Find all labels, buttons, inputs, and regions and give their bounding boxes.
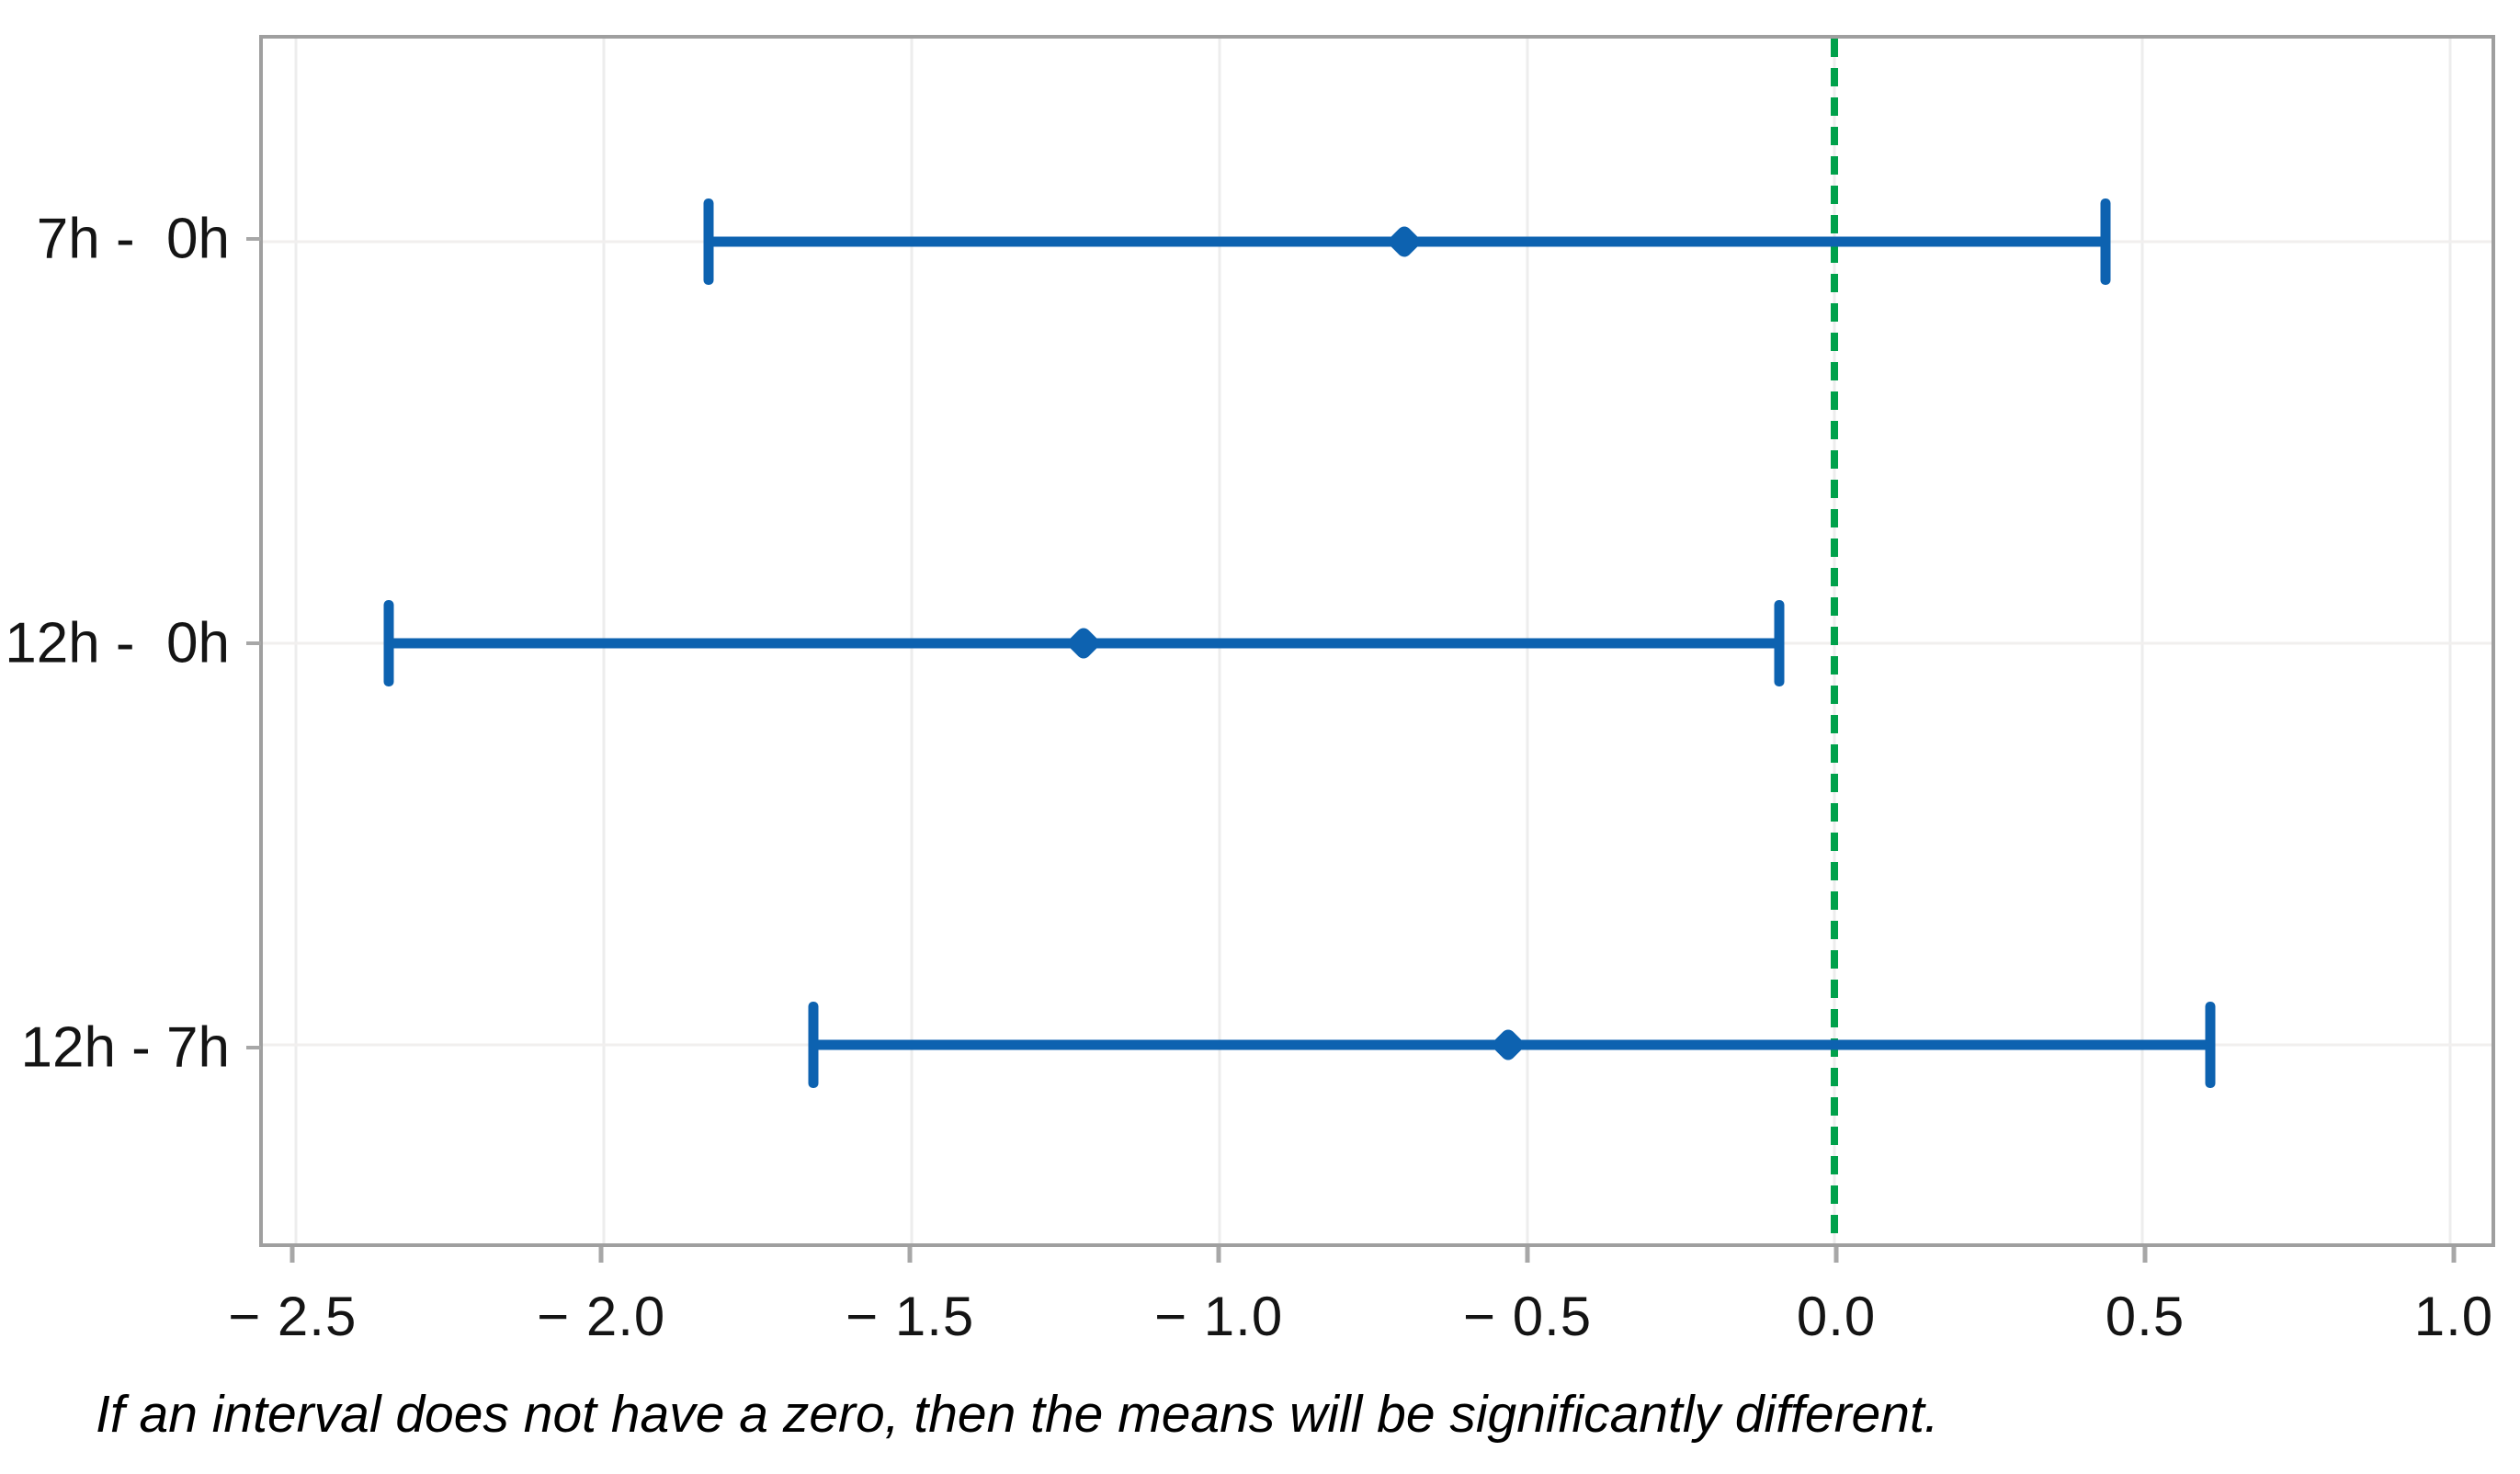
chart-caption: If an interval does not have a zero, the… bbox=[96, 1385, 1939, 1444]
y-tick-mark bbox=[246, 1046, 261, 1050]
ci-center-marker bbox=[1385, 222, 1423, 260]
ci-cap-upper bbox=[2205, 1002, 2216, 1089]
x-tick-mark bbox=[598, 1247, 604, 1263]
ci-cap-lower bbox=[808, 1002, 819, 1089]
x-axis-tick-label: 0.5 bbox=[2105, 1286, 2185, 1347]
x-gridline bbox=[2448, 39, 2452, 1243]
ci-cap-lower bbox=[383, 599, 394, 686]
x-tick-mark bbox=[1525, 1247, 1530, 1263]
y-tick-mark bbox=[246, 236, 261, 241]
ci-center-marker bbox=[1490, 1026, 1527, 1064]
ci-cap-upper bbox=[1774, 599, 1785, 686]
x-tick-mark bbox=[1833, 1247, 1839, 1263]
y-axis-label: 12h - 0h bbox=[5, 611, 230, 675]
x-axis-tick-label: − 1.0 bbox=[1154, 1286, 1284, 1347]
ci-center-marker bbox=[1065, 625, 1103, 662]
y-axis-label: 12h - 7h bbox=[20, 1015, 230, 1080]
x-gridline bbox=[2140, 39, 2144, 1243]
x-axis-tick-label: − 2.5 bbox=[228, 1286, 358, 1347]
ci-cap-upper bbox=[2100, 198, 2111, 285]
x-tick-mark bbox=[289, 1247, 295, 1263]
x-axis-tick-label: − 0.5 bbox=[1463, 1286, 1593, 1347]
y-tick-mark bbox=[246, 641, 261, 645]
x-axis-tick-label: 0.0 bbox=[1796, 1286, 1877, 1347]
x-tick-mark bbox=[2451, 1247, 2457, 1263]
x-tick-mark bbox=[2142, 1247, 2148, 1263]
x-axis-tick-label: − 1.5 bbox=[846, 1286, 975, 1347]
x-gridline bbox=[294, 39, 298, 1243]
x-tick-mark bbox=[907, 1247, 913, 1263]
plot-area bbox=[259, 35, 2495, 1247]
x-axis-tick-label: 1.0 bbox=[2413, 1286, 2494, 1347]
x-axis-tick-label: − 2.0 bbox=[537, 1286, 666, 1347]
ci-cap-lower bbox=[703, 198, 714, 285]
x-tick-mark bbox=[1216, 1247, 1221, 1263]
y-axis-label: 7h - 0h bbox=[36, 207, 230, 271]
zero-reference-line bbox=[1831, 39, 1839, 1243]
